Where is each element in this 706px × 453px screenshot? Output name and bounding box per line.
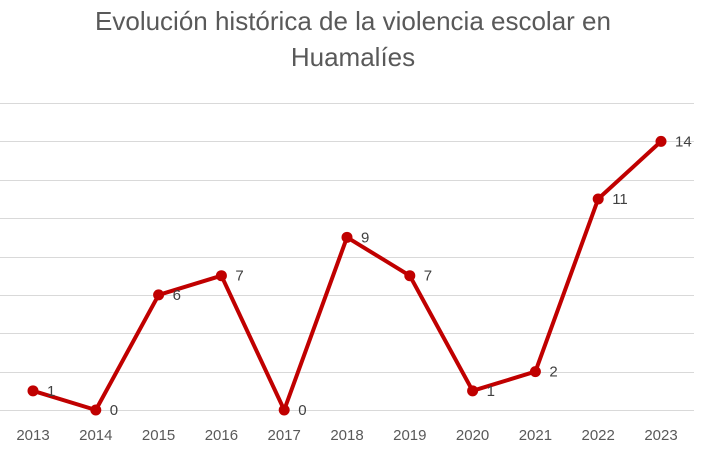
data-label-2023: 14 bbox=[675, 133, 692, 150]
x-tick-label-2021: 2021 bbox=[519, 427, 552, 444]
data-label-2018: 9 bbox=[361, 229, 369, 246]
x-tick-label-2017: 2017 bbox=[268, 427, 301, 444]
chart-title-line-1: Evolución histórica de la violencia esco… bbox=[95, 6, 611, 36]
x-tick-label-2018: 2018 bbox=[330, 427, 363, 444]
data-label-2015: 6 bbox=[173, 287, 181, 304]
data-point-2021 bbox=[529, 366, 541, 378]
data-point-2022 bbox=[592, 193, 604, 205]
x-tick-label-2020: 2020 bbox=[456, 427, 489, 444]
data-point-2017 bbox=[278, 404, 290, 416]
data-label-2016: 7 bbox=[235, 268, 243, 285]
data-point-2013 bbox=[27, 385, 39, 397]
x-axis: 2013 2014 2015 2016 2017 2018 2019 2020 2021 2022… bbox=[16, 427, 677, 444]
data-point-2020 bbox=[467, 385, 479, 397]
data-label-2020: 1 bbox=[487, 383, 495, 400]
x-tick-label-2013: 2013 bbox=[16, 427, 49, 444]
x-tick-label-2016: 2016 bbox=[205, 427, 238, 444]
series-line bbox=[31, 139, 663, 412]
x-tick-label-2014: 2014 bbox=[79, 427, 112, 444]
data-point-2014 bbox=[90, 404, 102, 416]
data-label-2014: 0 bbox=[110, 402, 118, 419]
series-line-layer bbox=[31, 139, 663, 412]
data-label-2022: 11 bbox=[612, 191, 628, 208]
x-tick-label-2015: 2015 bbox=[142, 427, 175, 444]
data-point-2015 bbox=[153, 289, 165, 301]
data-label-2019: 7 bbox=[424, 268, 432, 285]
gridlines bbox=[0, 103, 694, 411]
data-markers bbox=[27, 135, 667, 416]
data-point-2019 bbox=[404, 270, 416, 282]
x-tick-label-2019: 2019 bbox=[393, 427, 426, 444]
data-label-2017: 0 bbox=[298, 402, 306, 419]
chart-title-line-2: Huamalíes bbox=[290, 42, 416, 72]
data-label-2013: 1 bbox=[47, 383, 55, 400]
data-point-2016 bbox=[215, 270, 227, 282]
data-label-2021: 2 bbox=[549, 364, 557, 381]
x-tick-label-2022: 2022 bbox=[582, 427, 615, 444]
data-labels: 1 0 6 7 0 9 7 1 2 11 14 bbox=[47, 133, 692, 419]
data-point-2023 bbox=[655, 135, 667, 147]
x-tick-label-2023: 2023 bbox=[644, 427, 677, 444]
data-point-2018 bbox=[341, 231, 353, 243]
